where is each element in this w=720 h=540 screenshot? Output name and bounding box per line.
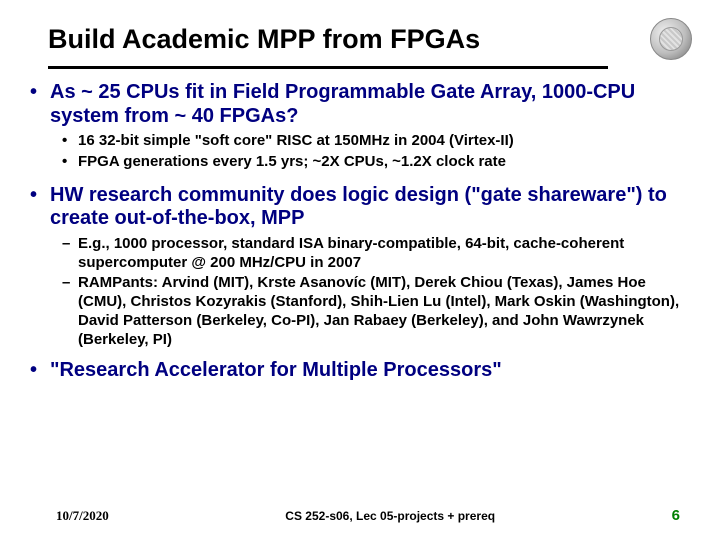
bullet-l2: 16 32-bit simple "soft core" RISC at 150… — [28, 132, 692, 151]
bullet-l2: E.g., 1000 processor, standard ISA binar… — [28, 235, 692, 273]
bullet-l2: FPGA generations every 1.5 yrs; ~2X CPUs… — [28, 153, 692, 172]
page-title: Build Academic MPP from FPGAs — [48, 24, 480, 55]
title-rule — [48, 66, 608, 69]
footer-pagenum: 6 — [672, 507, 680, 524]
footer-date: 10/7/2020 — [56, 508, 109, 524]
bullet-l1: "Research Accelerator for Multiple Proce… — [28, 359, 692, 383]
slide-footer: 10/7/2020 CS 252-s06, Lec 05-projects + … — [0, 507, 720, 524]
footer-center: CS 252-s06, Lec 05-projects + prereq — [285, 509, 495, 523]
bullet-list: As ~ 25 CPUs fit in Field Programmable G… — [28, 81, 692, 383]
bullet-l2: RAMPants: Arvind (MIT), Krste Asanovíc (… — [28, 274, 692, 349]
seal-logo-icon — [650, 18, 692, 60]
bullet-l1: HW research community does logic design … — [28, 184, 692, 231]
bullet-l1: As ~ 25 CPUs fit in Field Programmable G… — [28, 81, 692, 128]
